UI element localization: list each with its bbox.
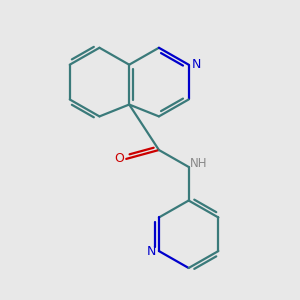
Text: N: N bbox=[191, 58, 201, 71]
Text: O: O bbox=[115, 152, 124, 165]
Text: NH: NH bbox=[190, 157, 208, 170]
Text: N: N bbox=[147, 244, 156, 258]
